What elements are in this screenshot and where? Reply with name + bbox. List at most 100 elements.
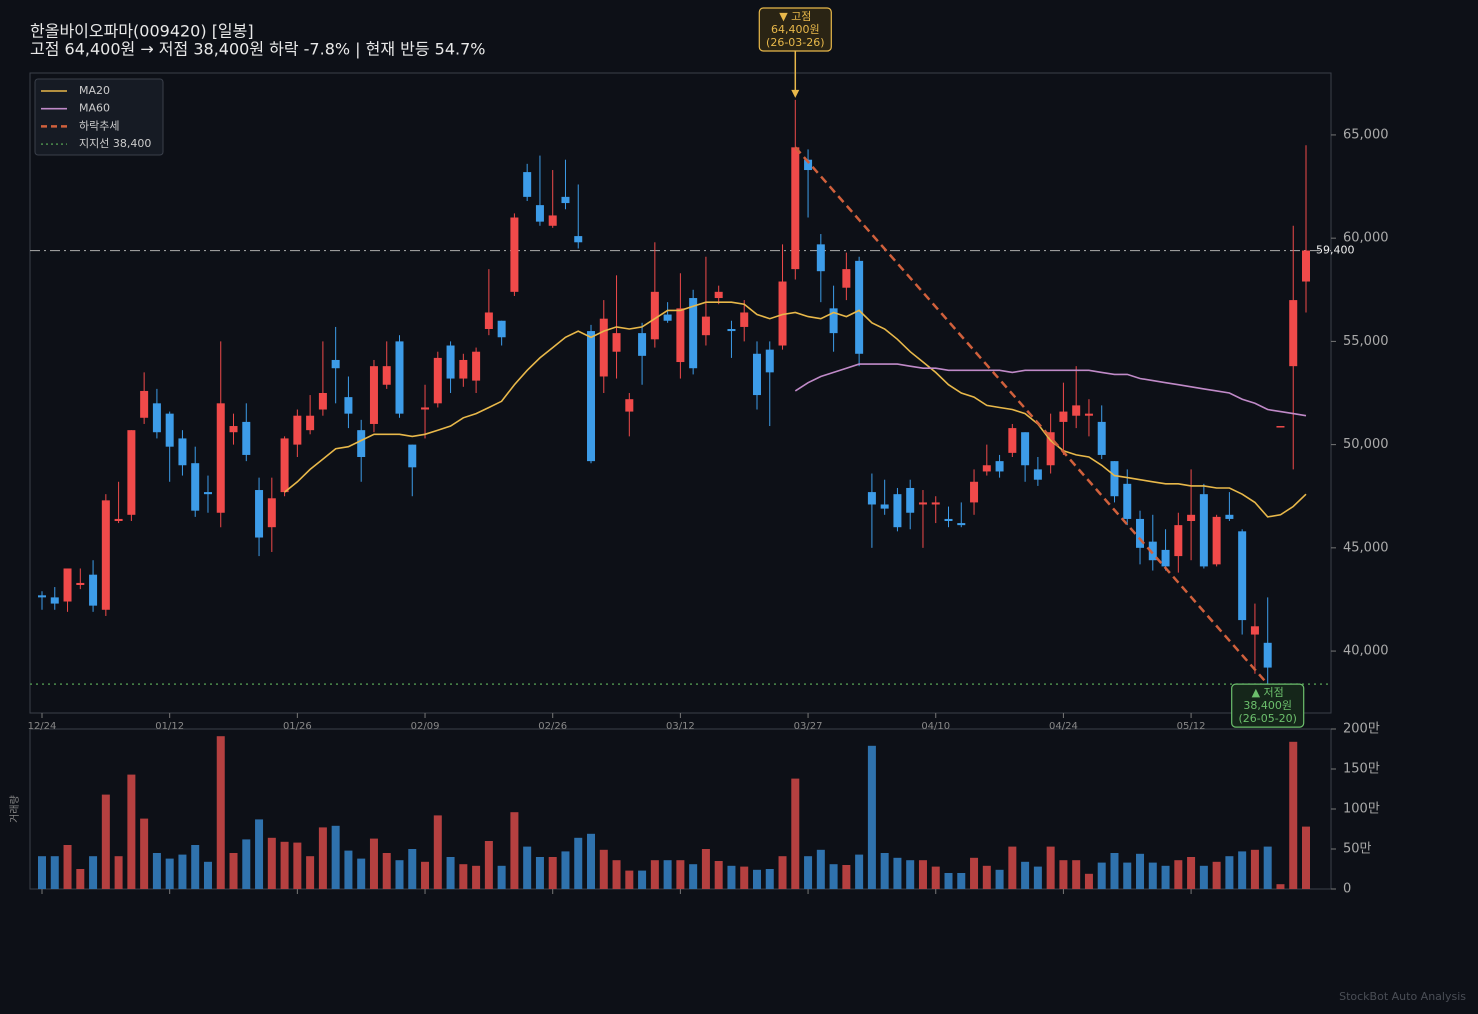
volume-bar [484,841,493,889]
volume-bar [548,857,557,889]
candle-body [1059,411,1068,422]
candle-body [548,215,557,226]
volume-bar [1059,860,1068,889]
y-tick-label: 200만 [1343,722,1380,737]
candle-body [855,260,864,354]
candle-body [714,291,723,299]
candle-body [255,490,264,538]
candle-body [791,147,800,270]
volume-bar [625,870,634,889]
volume-bar [982,865,991,889]
volume-bar [306,856,315,889]
volume-bar [63,845,72,889]
volume-bar [267,837,276,889]
y-tick-label: 65,000 [1343,127,1389,142]
volume-bar [893,857,902,889]
ma-line [794,363,1307,417]
volume-bar [740,866,749,889]
volume-bar [1084,873,1093,889]
volume-bar [1046,846,1055,889]
volume-bar [663,860,672,889]
volume-bar [1148,862,1157,889]
x-tick-label: 01/26 [283,721,312,732]
candle-body [369,366,378,424]
candle-body [574,236,583,243]
volume-bar [1174,860,1183,889]
candle-body [152,403,161,433]
candle-body [944,518,953,521]
candle-body [867,492,876,505]
candle-body [1276,426,1285,428]
volume-bar [1187,857,1196,889]
watermark: StockBot Auto Analysis [1339,990,1466,1003]
volume-bar [650,860,659,889]
volume-bar [587,833,596,889]
volume-bar [765,869,774,889]
candle-body [344,397,353,414]
candle-body [1046,432,1055,466]
volume-bar [89,856,98,889]
volume-bar [676,860,685,889]
y-tick-label: 150만 [1343,762,1380,777]
candle-body [165,413,174,447]
candle-body [178,438,187,466]
volume-bar [523,846,532,889]
volume-bar [318,827,327,889]
volume-bar [1289,741,1298,889]
volume-bar [216,736,225,889]
volume-bar [152,853,161,889]
candle-body [918,502,927,505]
volume-bar [1263,846,1272,889]
last-price-label: 59,400 [1316,244,1355,257]
chart-title: 한올바이오파마(009420) [일봉] [30,22,254,41]
candle-body [957,523,966,526]
volume-bar [638,870,647,889]
volume-bar [293,842,302,889]
candle-body [1289,300,1298,367]
volume-bar [50,856,59,889]
x-tick-label: 04/10 [921,721,950,732]
volume-bar [561,851,570,889]
candle-body [318,393,327,410]
volume-bar [1008,846,1017,889]
candle-body [421,407,430,410]
candle-body [89,574,98,606]
candle-body [663,314,672,321]
candle-body [1123,483,1132,519]
annotation-box [1231,683,1305,728]
candle-body [229,426,238,433]
legend-label: 하락추세 [79,118,119,132]
chart-subtitle: 고점 64,400원 → 저점 38,400원 하락 -7.8% | 현재 반등… [30,40,486,59]
candle-body [599,318,608,377]
candle-body [689,298,698,369]
volume-bar [727,865,736,889]
candle-body [114,518,123,521]
candle-body [1225,514,1234,519]
volume-bar [918,860,927,889]
annotation-date: (26-05-20) [1238,712,1297,725]
volume-bar [880,853,889,889]
legend-label: 지지선 38,400 [79,137,151,150]
volume-bar [165,858,174,889]
candle-body [1199,494,1208,567]
volume-bar [472,865,481,889]
volume-bar [829,864,838,889]
candle-body [765,349,774,373]
candle-body [1148,541,1157,561]
candle-body [216,403,225,513]
volume-bar [140,818,149,889]
candle-body [446,345,455,379]
volume-bar [510,812,519,889]
volume-bar [1212,861,1221,889]
candle-body [140,390,149,418]
candle-body [497,320,506,338]
volume-bar [701,849,710,889]
volume-bar [344,850,353,889]
volume-bar [1072,860,1081,889]
candle-body [101,500,110,610]
candle-body [1072,405,1081,416]
volume-bar [1123,862,1132,889]
candle-body [650,291,659,340]
y-tick-label: 100만 [1343,802,1380,817]
